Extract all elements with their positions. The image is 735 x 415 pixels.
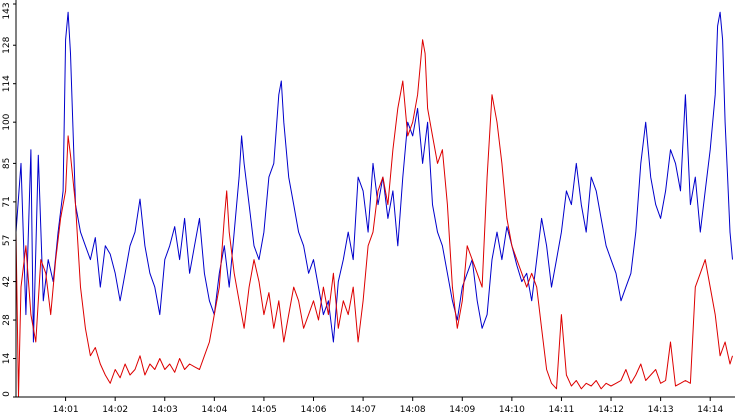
ticks-layer: 14:01 14:02 14:03 14:04 14:05 14:06 14:07 14:08…	[2, 2, 723, 415]
y-tick-label: 143	[2, 2, 12, 19]
y-tick-label: 85	[2, 158, 12, 169]
axes-layer	[15, 0, 735, 398]
x-tick-label: 14:01	[53, 405, 79, 415]
x-tick-label: 14:05	[251, 405, 277, 415]
x-tick-label: 14:03	[152, 405, 178, 415]
y-tick-label: 28	[2, 314, 12, 326]
x-tick-label: 14:12	[598, 405, 624, 415]
series-line-1	[15, 11, 733, 343]
y-tick-label: 128	[2, 36, 12, 53]
y-tick-label: 14	[2, 353, 12, 365]
x-tick-label: 14:06	[301, 405, 327, 415]
x-tick-label: 14:04	[201, 405, 227, 415]
y-tick-label: 57	[2, 235, 12, 246]
series-layer	[15, 11, 733, 398]
x-tick-label: 14:02	[102, 405, 128, 415]
x-tick-label: 14:08	[400, 405, 426, 415]
x-tick-label: 14:10	[499, 405, 525, 415]
y-tick-label: 114	[2, 75, 12, 92]
x-tick-label: 14:11	[548, 405, 574, 415]
y-tick-label: 0	[2, 391, 12, 397]
y-tick-label: 42	[2, 276, 12, 287]
x-tick-label: 14:13	[648, 405, 674, 415]
x-tick-label: 14:07	[350, 405, 376, 415]
y-tick-label: 71	[2, 196, 12, 207]
x-tick-label: 14:14	[697, 405, 723, 415]
series-line-2	[15, 39, 733, 398]
x-tick-label: 14:09	[449, 405, 475, 415]
y-tick-label: 100	[2, 113, 12, 130]
